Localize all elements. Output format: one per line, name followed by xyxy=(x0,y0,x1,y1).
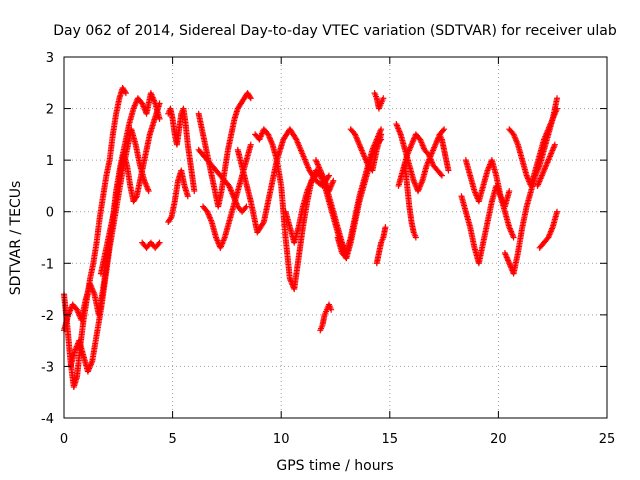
data-point xyxy=(247,141,254,148)
y-tick-label: -2 xyxy=(41,309,54,324)
y-tick-label: -4 xyxy=(41,412,54,427)
y-tick-label: 0 xyxy=(46,206,54,221)
data-point xyxy=(438,172,445,179)
x-tick-label: 5 xyxy=(168,432,176,447)
data-point xyxy=(378,126,385,133)
data-point xyxy=(260,220,267,227)
data-point xyxy=(440,127,447,134)
data-point xyxy=(247,95,254,102)
data-point xyxy=(378,131,385,138)
data-point xyxy=(122,88,129,95)
data-point xyxy=(325,173,332,180)
data-point xyxy=(145,188,152,195)
data-point xyxy=(156,100,163,107)
data-point xyxy=(554,95,561,102)
x-tick-label: 25 xyxy=(599,432,616,447)
data-point xyxy=(246,93,253,100)
data-point xyxy=(243,203,250,210)
y-tick-label: 3 xyxy=(46,51,54,66)
data-point xyxy=(510,234,517,241)
data-point xyxy=(122,90,129,97)
y-tick-label: 2 xyxy=(46,103,54,118)
y-tick-label: 1 xyxy=(46,154,54,169)
y-tick-label: -1 xyxy=(41,257,54,272)
data-point xyxy=(382,224,389,231)
x-tick-label: 10 xyxy=(273,432,290,447)
data-point xyxy=(155,240,162,247)
data-point xyxy=(156,115,163,122)
data-point xyxy=(380,95,387,102)
data-point xyxy=(242,204,249,211)
data-point xyxy=(328,306,335,313)
chart-title: Day 062 of 2014, Sidereal Day-to-day VTE… xyxy=(53,23,617,39)
plot-frame xyxy=(63,56,608,419)
data-point xyxy=(156,239,163,246)
x-tick-label: 20 xyxy=(490,432,507,447)
data-point xyxy=(325,172,332,179)
data-point xyxy=(554,208,561,215)
data-point xyxy=(551,141,558,148)
data-points xyxy=(61,84,561,391)
axis-ticks: 0 5 10 15 20 25 -4 -3 -2 -1 0 1 2 3 xyxy=(41,51,615,447)
data-point xyxy=(412,234,419,241)
y-axis-label: SDTVAR / TECUs xyxy=(8,181,24,296)
data-point xyxy=(330,177,337,184)
data-point xyxy=(184,193,191,200)
data-point xyxy=(445,167,452,174)
data-point xyxy=(132,194,139,201)
data-point xyxy=(441,126,448,133)
data-point xyxy=(506,188,513,195)
data-point xyxy=(437,171,444,178)
x-tick-label: 0 xyxy=(60,432,68,447)
data-point xyxy=(167,215,174,222)
y-tick-label: -3 xyxy=(41,360,54,375)
data-point xyxy=(191,188,198,195)
x-tick-label: 15 xyxy=(382,432,399,447)
x-axis-label: GPS time / hours xyxy=(276,458,393,474)
